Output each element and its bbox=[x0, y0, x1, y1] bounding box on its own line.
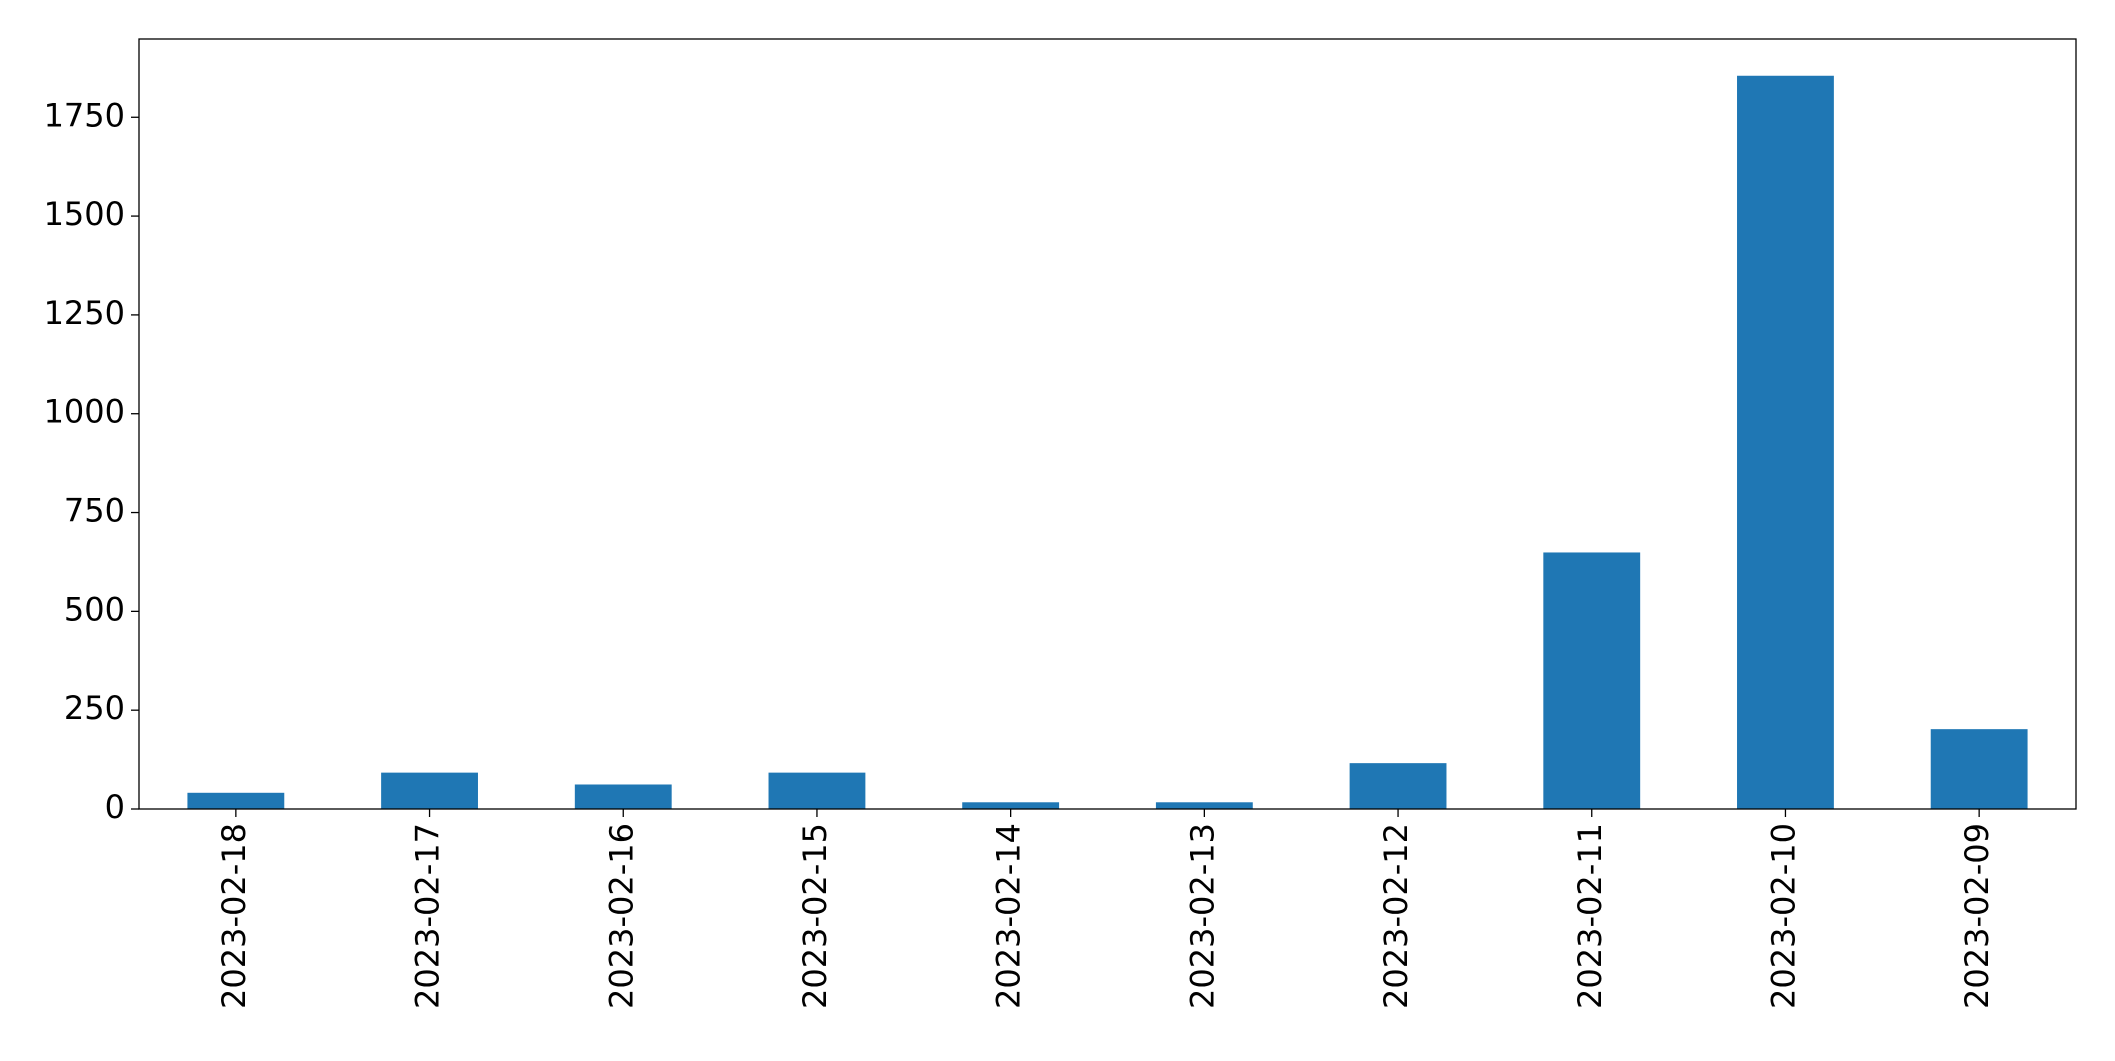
y-tick-label: 1500 bbox=[44, 195, 125, 233]
y-tick-label: 1250 bbox=[44, 294, 125, 332]
bar bbox=[1349, 763, 1447, 809]
bar bbox=[1155, 802, 1253, 809]
x-tick-label: 2023-02-12 bbox=[1377, 823, 1415, 1009]
y-tick-label: 500 bbox=[64, 590, 125, 628]
bar bbox=[768, 772, 866, 809]
y-tick-label: 250 bbox=[64, 689, 125, 727]
x-tick-label: 2023-02-14 bbox=[990, 823, 1028, 1009]
x-tick-label: 2023-02-13 bbox=[1183, 823, 1221, 1009]
x-tick-label: 2023-02-10 bbox=[1764, 823, 1802, 1009]
y-tick-label: 1750 bbox=[44, 96, 125, 134]
x-tick-label: 2023-02-09 bbox=[1958, 823, 1996, 1009]
y-tick-label: 1000 bbox=[44, 393, 125, 431]
bar bbox=[1930, 729, 2028, 809]
bar bbox=[381, 772, 478, 809]
x-tick-label: 2023-02-17 bbox=[409, 823, 447, 1009]
bar bbox=[1737, 75, 1834, 809]
bar bbox=[574, 784, 672, 809]
plot-frame bbox=[138, 38, 2077, 810]
y-tick-label: 0 bbox=[105, 788, 125, 826]
x-tick-label: 2023-02-15 bbox=[796, 823, 834, 1009]
x-tick-label: 2023-02-18 bbox=[215, 823, 253, 1009]
x-tick-label: 2023-02-16 bbox=[602, 823, 640, 1009]
y-tick-label: 750 bbox=[64, 492, 125, 530]
bar bbox=[187, 792, 285, 809]
bar bbox=[962, 802, 1060, 809]
bar bbox=[1543, 552, 1641, 809]
x-tick-label: 2023-02-11 bbox=[1571, 823, 1609, 1009]
